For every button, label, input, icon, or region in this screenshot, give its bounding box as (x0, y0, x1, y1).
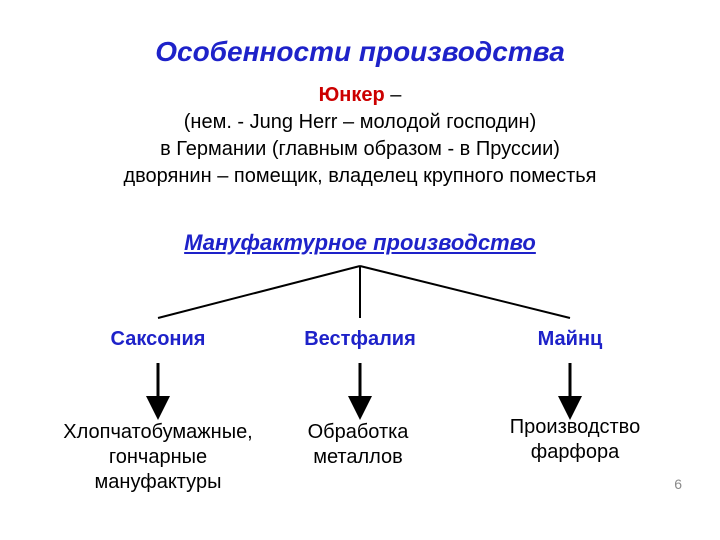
product-mainz-products: Производство фарфора (485, 415, 665, 465)
definition-block: Юнкер – (нем. - Jung Herr – молодой госп… (0, 82, 720, 190)
product-line: Производство (510, 416, 640, 438)
region-westphalia: Вестфалия (280, 328, 440, 351)
region-mainz: Майнц (490, 328, 650, 351)
product-line: фарфора (531, 441, 620, 463)
definition-line-4: дворянин – помещик, владелец крупного по… (123, 165, 596, 187)
product-line: Обработка (308, 421, 409, 443)
product-line: металлов (313, 446, 403, 468)
branch-lines (158, 266, 570, 318)
product-line: мануфактуры (95, 471, 222, 493)
slide-title: Особенности производства (0, 36, 720, 68)
definition-line-3: в Германии (главным образом - в Пруссии) (160, 138, 560, 160)
branch-line-0 (158, 266, 360, 318)
definition-dash: – (385, 84, 402, 106)
subheading-manufacturing: Мануфактурное производство (0, 230, 720, 256)
page-number: 6 (674, 476, 682, 492)
definition-line-2: (нем. - Jung Herr – молодой господин) (184, 111, 537, 133)
product-saxony-products: Хлопчатобумажные, гончарные мануфактуры (38, 420, 278, 495)
branch-line-2 (360, 266, 570, 318)
product-line: Хлопчатобумажные, (63, 421, 253, 443)
product-line: гончарные (109, 446, 207, 468)
arrow-lines (158, 363, 570, 408)
product-westphalia-products: Обработка металлов (268, 420, 448, 470)
region-saxony: Саксония (78, 328, 238, 351)
definition-term: Юнкер (319, 84, 385, 106)
